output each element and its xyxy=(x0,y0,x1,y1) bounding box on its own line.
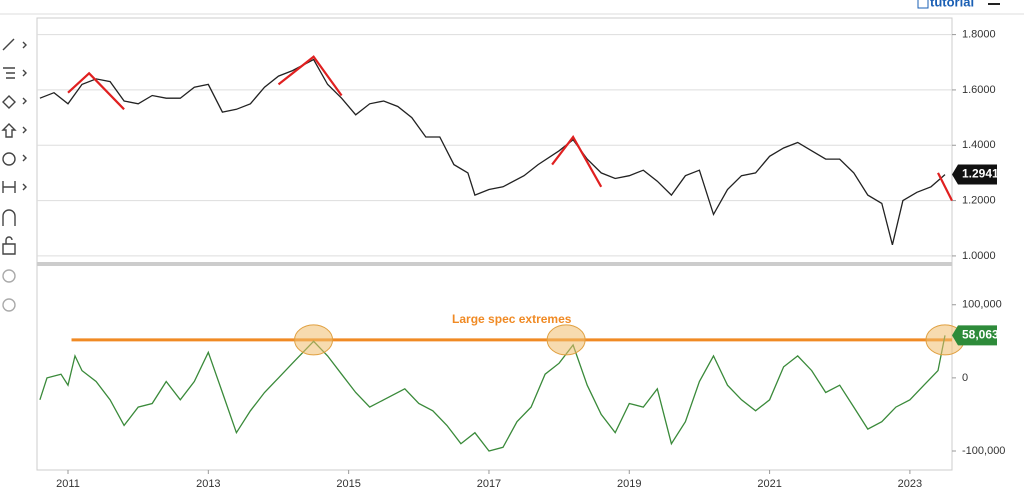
tool-expanders[interactable] xyxy=(22,41,27,191)
y-tick-label: 1.8000 xyxy=(962,29,996,41)
price-line xyxy=(39,335,946,452)
tool-magnet[interactable] xyxy=(2,209,16,226)
tool-arrow[interactable] xyxy=(1,123,17,138)
last-value-box xyxy=(952,325,997,346)
annotation: Large spec extremes xyxy=(452,312,572,326)
tool-shapes[interactable] xyxy=(2,95,16,109)
tool-undo[interactable] xyxy=(2,269,16,283)
panel-separator xyxy=(37,262,952,266)
trend-line xyxy=(551,135,603,188)
toolbar xyxy=(0,0,1024,14)
highlight xyxy=(294,324,334,356)
drawing-tools xyxy=(1,38,27,312)
highlight xyxy=(546,324,586,356)
y-tick-label: 1.6000 xyxy=(962,84,996,96)
tool-redo[interactable] xyxy=(2,298,16,312)
plot-frame xyxy=(36,17,953,471)
x-tick-label: 2021 xyxy=(757,478,781,489)
tool-fib[interactable] xyxy=(3,67,15,79)
tool-text[interactable] xyxy=(2,152,16,166)
trend-line xyxy=(67,71,125,111)
menu-icon[interactable] xyxy=(988,3,1000,5)
x-tick-label: 2019 xyxy=(617,478,641,489)
y-tick-label: 1.2000 xyxy=(962,194,996,206)
tutorial-icon[interactable] xyxy=(917,0,929,9)
trend-line xyxy=(277,55,343,97)
x-tick-label: 2013 xyxy=(196,478,220,489)
price-line xyxy=(39,58,946,245)
last-value-label: 58,063 xyxy=(962,328,999,342)
x-tick-label: 2011 xyxy=(56,478,80,489)
tutorial-link[interactable]: tutorial xyxy=(930,0,974,9)
y-tick-label: -100,000 xyxy=(962,445,1005,457)
y-tick-label: 1.0000 xyxy=(962,250,996,262)
tool-trendline[interactable] xyxy=(2,38,15,51)
x-tick-label: 2015 xyxy=(336,478,360,489)
tool-measure[interactable] xyxy=(2,181,16,193)
x-tick-label: 2017 xyxy=(477,478,501,489)
x-tick-label: 2023 xyxy=(898,478,922,489)
last-value-box xyxy=(952,164,997,185)
last-value-label: 1.2941 xyxy=(962,167,999,181)
tool-lock[interactable] xyxy=(2,236,16,255)
y-tick-label: 1.4000 xyxy=(962,139,996,151)
y-tick-label: 100,000 xyxy=(962,299,1002,311)
trend-line xyxy=(937,172,953,202)
y-tick-label: 0 xyxy=(962,372,968,384)
